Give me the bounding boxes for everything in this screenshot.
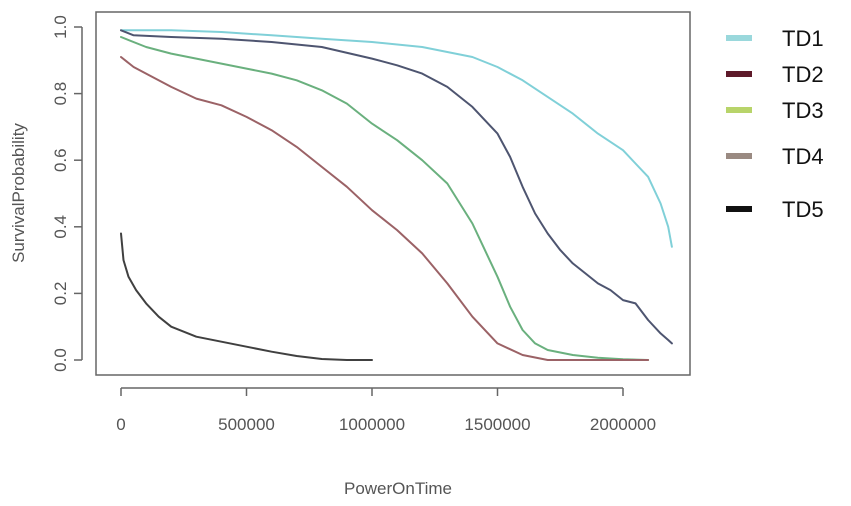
legend-label: TD1 [782, 26, 824, 51]
legend-swatch [726, 107, 752, 113]
legend-label: TD2 [782, 62, 824, 87]
legend: TD1 TD2 TD3 TD4 TD5 [726, 26, 824, 222]
y-tick-label: 0.4 [51, 215, 70, 239]
series-line-td2 [120, 29, 673, 345]
plot-frame [95, 11, 691, 376]
legend-swatch [726, 206, 752, 212]
series-line-td1 [120, 29, 673, 248]
series-line-td3 [120, 36, 650, 361]
x-tick-label: 1000000 [339, 415, 405, 434]
legend-item-td2: TD2 [726, 62, 824, 87]
legend-swatch [726, 153, 752, 159]
legend-swatch [726, 71, 752, 77]
y-tick-label: 0.0 [51, 348, 70, 372]
x-tick-label: 1500000 [464, 415, 530, 434]
y-axis-title: SurvivalProbability [9, 123, 28, 263]
legend-item-td3: TD3 [726, 98, 824, 123]
axes: 0 500000 1000000 1500000 2000000 0.0 0.2 0.4 0.6… [9, 11, 691, 498]
legend-label: TD5 [782, 197, 824, 222]
y-tick-label: 1.0 [51, 15, 70, 39]
legend-label: TD4 [782, 144, 824, 169]
legend-item-td4: TD4 [726, 144, 824, 169]
y-tick-label: 0.6 [51, 148, 70, 172]
plot-area [120, 29, 673, 361]
legend-item-td5: TD5 [726, 197, 824, 222]
series-line-td5 [120, 232, 373, 361]
y-tick-label: 0.2 [51, 282, 70, 306]
legend-label: TD3 [782, 98, 824, 123]
series-line-td4 [120, 56, 650, 361]
x-tick-label: 2000000 [590, 415, 656, 434]
legend-swatch [726, 35, 752, 41]
legend-item-td1: TD1 [726, 26, 824, 51]
y-tick-label: 0.8 [51, 82, 70, 106]
x-tick-label: 500000 [218, 415, 275, 434]
x-tick-label: 0 [116, 415, 125, 434]
x-axis-title: PowerOnTime [344, 479, 452, 498]
